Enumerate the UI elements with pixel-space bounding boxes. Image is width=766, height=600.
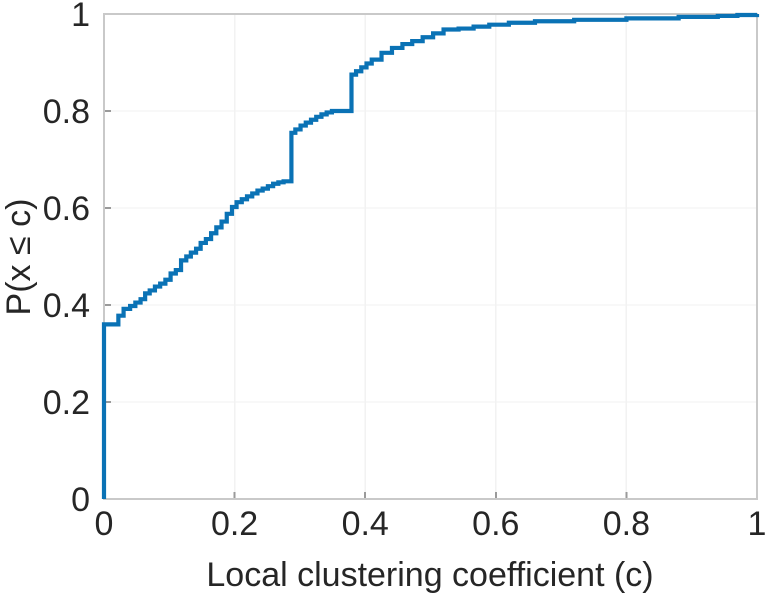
y-tick-labels: 0 0.2 0.4 0.6 0.8 1 — [43, 0, 90, 519]
x-axis-title: Local clustering coefficient (c) — [206, 556, 653, 594]
x-tick-label: 0.2 — [211, 505, 258, 543]
y-tick-label: 0 — [71, 481, 90, 519]
y-tick-label: 0.4 — [43, 287, 90, 325]
x-tick-label: 0.8 — [603, 505, 650, 543]
x-tick-label: 1 — [748, 505, 766, 543]
gridlines — [104, 14, 757, 499]
y-tick-label: 0.2 — [43, 384, 90, 422]
y-tick-label: 0.8 — [43, 93, 90, 131]
y-tick-label: 1 — [71, 0, 90, 34]
x-tick-label: 0.6 — [472, 505, 519, 543]
y-tick-label: 0.6 — [43, 190, 90, 228]
y-axis-title: P(x ≤ c) — [0, 199, 38, 316]
cdf-curve — [101, 12, 760, 499]
x-tick-label: 0 — [95, 505, 114, 543]
axis-box — [102, 12, 759, 501]
x-tick-label: 0.4 — [342, 505, 389, 543]
x-tick-labels: 0 0.2 0.4 0.6 0.8 1 — [95, 505, 766, 543]
